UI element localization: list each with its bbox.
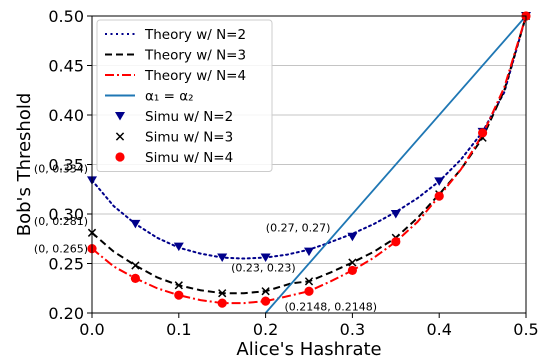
legend-label-6: Simu w/ N=4 <box>145 150 233 166</box>
series-6-point-5 <box>304 286 314 296</box>
legend-item-1: Theory w/ N=3 <box>105 48 246 64</box>
series-6-point-1 <box>130 273 140 283</box>
series-4-point-4 <box>260 253 271 263</box>
y-tick-label-3: 0.35 <box>48 156 84 175</box>
series-4-point-5 <box>304 247 314 257</box>
y-tick-label-5: 0.45 <box>48 57 84 76</box>
annotations: (0, 0.334) (0, 0.281) (0, 0.265) (0.27, 0.2… <box>34 162 377 313</box>
y-tick-label-6: 0.50 <box>48 7 84 26</box>
annotation-0: (0, 0.334) <box>34 162 88 175</box>
annotation-1: (0, 0.281) <box>34 215 88 228</box>
x-tick-label-4: 0.4 <box>426 320 451 339</box>
series-6-point-8 <box>434 191 444 201</box>
annotation-2: (0, 0.265) <box>34 243 88 256</box>
series-5-point-6 <box>348 258 357 267</box>
series-4-point-1 <box>130 219 141 229</box>
y-tick-label-0: 0.20 <box>48 304 84 323</box>
series-4-point-7 <box>390 210 401 219</box>
y-axis-label: Bob's Threshold <box>14 93 35 237</box>
legend-item-6: Simu w/ N=4 <box>115 150 233 166</box>
annotation-3: (0.27, 0.27) <box>266 222 331 235</box>
legend-label-4: Simu w/ N=2 <box>145 109 233 125</box>
legend: Theory w/ N=2 Theory w/ N=3 Theory w/ N=4 α… <box>96 19 273 172</box>
y-tick-label-2: 0.30 <box>48 205 84 224</box>
series-6-point-3 <box>217 298 227 308</box>
series-6-point-2 <box>174 290 184 300</box>
x-tick-label-3: 0.3 <box>340 320 365 339</box>
series-6-point-9 <box>478 128 488 138</box>
x-tick-label-5: 0.5 <box>513 320 538 339</box>
series-5-point-5 <box>304 277 314 286</box>
series-5-point-2 <box>174 281 183 290</box>
x-tick-label-0: 0.0 <box>79 320 104 339</box>
legend-swatch-6 <box>115 152 125 162</box>
legend-label-0: Theory w/ N=2 <box>144 27 246 43</box>
series-5-point-1 <box>131 261 140 270</box>
y-axis-ticks: 0.20 0.25 0.30 0.35 0.40 0.45 0.50 <box>48 7 92 323</box>
x-axis-ticks: 0.0 0.1 0.2 0.3 0.4 0.5 <box>79 313 539 339</box>
legend-item-0: Theory w/ N=2 <box>105 27 246 43</box>
series-line-3 <box>264 15 527 314</box>
series-6-point-7 <box>391 237 401 247</box>
x-tick-label-1: 0.1 <box>166 320 191 339</box>
series-4-point-6 <box>347 232 358 242</box>
legend-item-2: Theory w/ N=4 <box>105 68 246 84</box>
y-tick-label-4: 0.40 <box>48 106 84 125</box>
legend-swatch-5 <box>115 132 125 141</box>
series-4-point-8 <box>434 177 445 186</box>
legend-item-5: Simu w/ N=3 <box>115 130 233 146</box>
legend-swatch-4 <box>115 112 125 121</box>
legend-label-5: Simu w/ N=3 <box>145 130 233 146</box>
legend-item-3: α₁ = α₂ <box>105 89 194 105</box>
legend-label-2: Theory w/ N=4 <box>144 68 246 84</box>
series-5-point-4 <box>261 287 270 296</box>
legend-label-1: Theory w/ N=3 <box>144 48 246 64</box>
series-4-point-2 <box>173 242 184 252</box>
series-4-point-3 <box>217 253 228 263</box>
annotation-4: (0.23, 0.23) <box>231 261 296 274</box>
series-6-point-4 <box>261 296 271 306</box>
legend-box <box>96 19 273 172</box>
annotation-5: (0.2148, 0.2148) <box>284 300 377 313</box>
x-axis-label: Alice's Hashrate <box>236 339 381 360</box>
legend-label-3: α₁ = α₂ <box>145 89 194 105</box>
x-tick-label-2: 0.2 <box>253 320 278 339</box>
legend-item-4: Simu w/ N=2 <box>115 109 233 125</box>
series-5-point-3 <box>218 289 227 298</box>
y-tick-label-1: 0.25 <box>48 255 84 274</box>
series-6-point-6 <box>347 265 357 276</box>
